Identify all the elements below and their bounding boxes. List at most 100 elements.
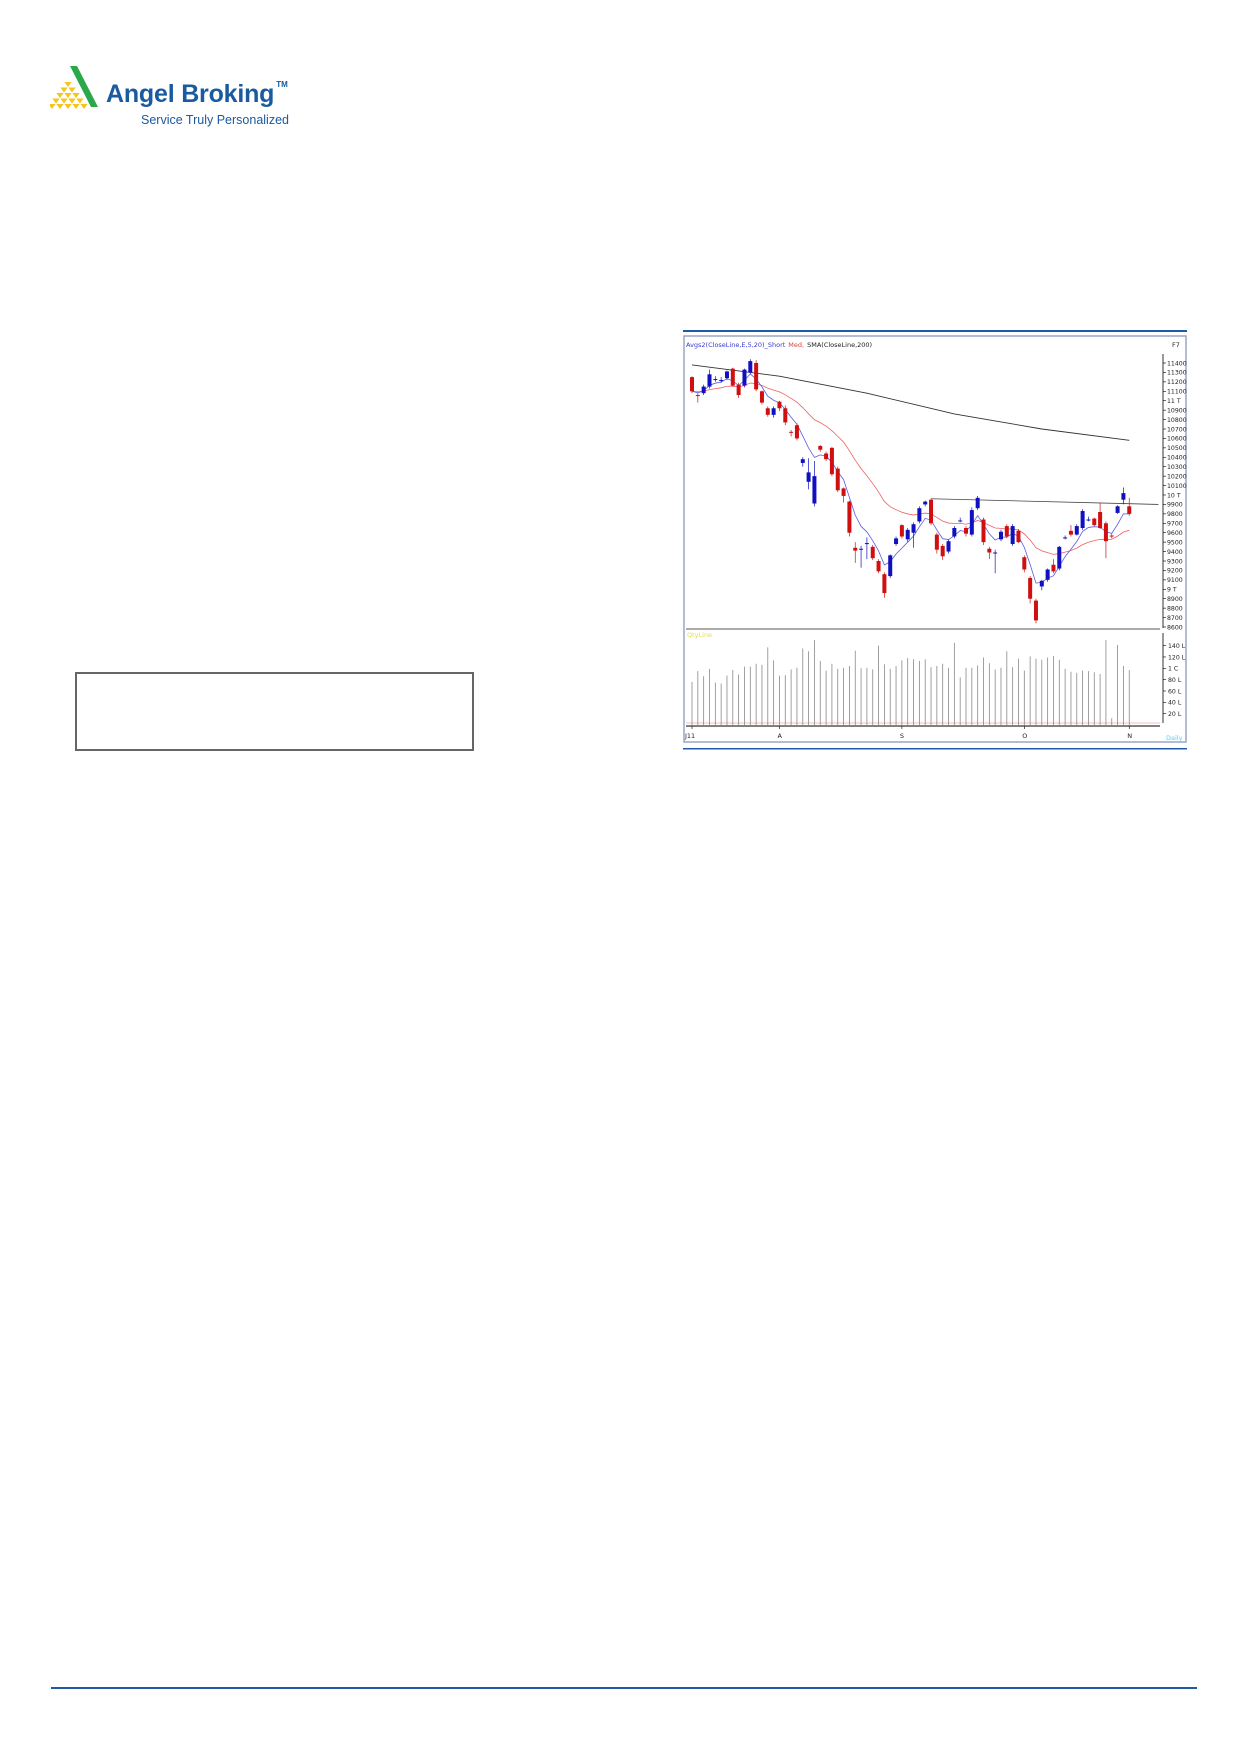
candle-body — [841, 488, 846, 496]
candle-body — [707, 374, 712, 387]
candle-body — [794, 425, 799, 439]
logo-triangle — [56, 93, 64, 98]
candle-body — [771, 408, 776, 415]
candle-body — [736, 384, 741, 396]
logo-triangle — [68, 87, 76, 93]
candle-body — [789, 431, 794, 433]
candle-body — [1063, 537, 1068, 539]
logo-triangle — [64, 93, 72, 98]
price-tick-label: 9300 — [1167, 558, 1183, 565]
candle-body — [859, 548, 864, 550]
candle-body — [754, 363, 759, 390]
logo-icon — [48, 62, 102, 110]
price-tick-label: 11200 — [1167, 379, 1187, 386]
price-tick-label: 8900 — [1167, 596, 1183, 603]
candle-body — [835, 468, 840, 491]
logo-triangle — [76, 98, 84, 104]
price-tick-label: 10100 — [1167, 483, 1187, 490]
candle-body — [812, 476, 817, 504]
candle-body — [1022, 557, 1027, 570]
candle-body — [1045, 569, 1050, 580]
volume-tick-label: 60 L — [1168, 688, 1182, 695]
period-label: Daily — [1166, 734, 1183, 742]
candle-body — [905, 529, 910, 540]
price-tick-label: 9100 — [1167, 577, 1183, 584]
price-tick-label: 10700 — [1167, 426, 1187, 433]
candle-body — [695, 395, 700, 397]
candle-body — [1086, 519, 1091, 521]
x-tick-label: S — [900, 732, 904, 740]
price-tick-label: 11300 — [1167, 370, 1187, 377]
candle-body — [1068, 530, 1073, 535]
price-tick-label: 11400 — [1167, 360, 1187, 367]
ema-short-line — [691, 373, 1130, 584]
candle-body — [713, 379, 718, 381]
volume-label: QtyLine — [687, 631, 712, 639]
logo-triangle — [80, 104, 88, 109]
candle-body — [993, 552, 998, 554]
legend-medium: Med, — [788, 341, 804, 349]
price-tick-label: 9400 — [1167, 549, 1183, 556]
candle-body — [864, 543, 869, 545]
price-tick-label: 9500 — [1167, 539, 1183, 546]
candle-body — [1092, 518, 1097, 526]
logo-triangle — [64, 82, 72, 87]
candle-body — [894, 538, 899, 545]
price-tick-label: 9900 — [1167, 502, 1183, 509]
x-tick-label: O — [1022, 732, 1027, 740]
price-tick-label: 10500 — [1167, 445, 1187, 452]
brand-tagline: Service Truly Personalized — [141, 113, 289, 127]
candle-body — [853, 547, 858, 551]
candle-body — [730, 368, 735, 386]
candle-body — [981, 519, 986, 543]
price-tick-label: 9800 — [1167, 511, 1183, 518]
price-tick-label: 10 T — [1167, 492, 1181, 499]
price-tick-label: 10800 — [1167, 417, 1187, 424]
candle-body — [987, 548, 992, 553]
candle-body — [1016, 530, 1021, 543]
candle-body — [946, 541, 951, 552]
chart-legend: Avgs2(CloseLine,E,5,20)_Short Med, SMA(Clo… — [686, 341, 872, 349]
logo-triangle — [72, 93, 80, 98]
candle-body — [870, 546, 875, 559]
candle-body — [818, 445, 823, 450]
candle-body — [824, 453, 829, 460]
logo-stripe — [70, 66, 98, 107]
logo-triangle — [52, 98, 60, 104]
candle-body — [969, 510, 974, 535]
price-tick-label: 8600 — [1167, 624, 1183, 631]
candle-body — [917, 508, 922, 522]
candle-body — [998, 531, 1003, 540]
candle-body — [1109, 535, 1114, 537]
volume-tick-label: 20 L — [1168, 711, 1182, 718]
candle-body — [765, 408, 770, 415]
candle-body — [1051, 564, 1056, 572]
candle-body — [1080, 511, 1085, 528]
footer-rule — [51, 1687, 1197, 1689]
candle-body — [806, 472, 811, 482]
trademark: TM — [276, 80, 288, 89]
price-tick-label: 11 T — [1167, 398, 1181, 405]
price-tick-label: 10200 — [1167, 473, 1187, 480]
candle-body — [783, 408, 788, 423]
candle-body — [882, 574, 887, 594]
candle-body — [876, 561, 881, 572]
x-tick-label: J11 — [684, 732, 695, 740]
volume-tick-label: 80 L — [1168, 677, 1182, 684]
brand-name: Angel Broking — [106, 80, 275, 108]
candle-body — [929, 499, 934, 524]
candle-body — [975, 497, 980, 509]
candle-body — [934, 534, 939, 550]
candle-body — [1103, 523, 1108, 542]
volume-tick-label: 120 L — [1168, 654, 1186, 661]
candle-body — [1057, 546, 1062, 569]
candle-body — [923, 501, 928, 505]
candle-body — [759, 391, 764, 403]
candle-body — [940, 545, 945, 557]
logo-triangle — [60, 98, 68, 104]
price-tick-label: 10900 — [1167, 407, 1187, 414]
price-tick-label: 8800 — [1167, 605, 1183, 612]
candle-body — [847, 501, 852, 533]
price-tick-label: 9600 — [1167, 530, 1183, 537]
candle-body — [800, 459, 805, 463]
